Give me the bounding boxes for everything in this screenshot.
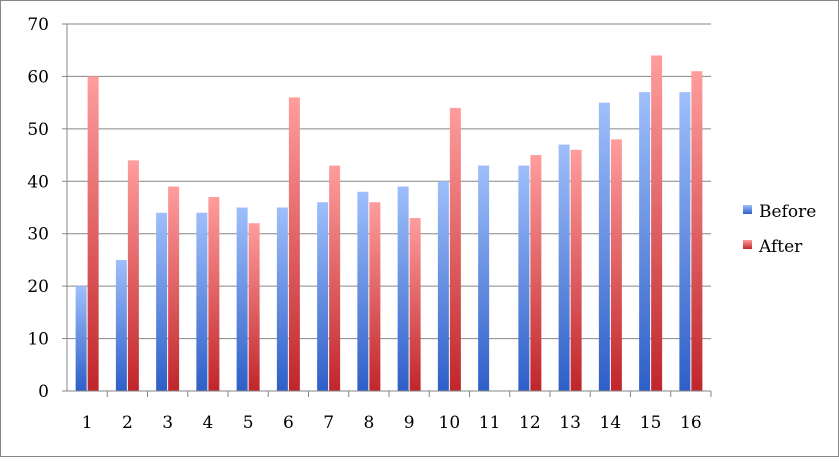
y-tick-label: 0 — [38, 382, 49, 402]
bar-before-15 — [639, 92, 651, 392]
x-tick-label: 2 — [122, 413, 133, 433]
legend-swatch-after — [743, 240, 752, 249]
bar-before-10 — [437, 181, 449, 391]
bar-before-11 — [478, 165, 490, 391]
bar-before-1 — [75, 286, 87, 391]
bar-after-12 — [530, 155, 542, 391]
bar-before-2 — [115, 259, 127, 391]
bar-before-7 — [317, 202, 329, 391]
x-tick-label: 10 — [439, 413, 461, 433]
y-tick-label: 50 — [27, 120, 49, 140]
bar-before-6 — [276, 207, 288, 391]
x-tick-label: 7 — [323, 413, 334, 433]
bar-after-2 — [127, 160, 139, 391]
x-tick-label: 14 — [600, 413, 622, 433]
x-tick-label: 3 — [162, 413, 173, 433]
y-tick-label: 70 — [27, 15, 49, 35]
y-tick-label: 60 — [27, 67, 49, 87]
x-tick-label: 15 — [640, 413, 662, 433]
legend-label-after: After — [758, 237, 803, 257]
x-tick-label: 4 — [202, 413, 213, 433]
y-tick-labels: 0 10 20 30 40 50 60 70 — [27, 15, 49, 402]
bar-after-10 — [449, 107, 461, 391]
x-tick-label: 1 — [82, 413, 93, 433]
bar-after-9 — [409, 217, 421, 391]
bar-after-5 — [248, 223, 260, 391]
bars — [75, 55, 703, 392]
bar-after-1 — [87, 76, 99, 391]
legend-label-before: Before — [759, 202, 816, 222]
bar-before-9 — [397, 186, 409, 391]
legend-swatch-before — [743, 205, 752, 214]
x-tick-label: 8 — [363, 413, 374, 433]
x-tick-label: 11 — [479, 413, 501, 433]
bar-before-8 — [357, 191, 369, 391]
x-tick-label: 5 — [243, 413, 254, 433]
x-tick-label: 13 — [559, 413, 581, 433]
bar-after-3 — [168, 186, 180, 391]
bar-after-6 — [288, 97, 300, 392]
x-tick-labels: 1 2 3 4 5 6 7 8 9 10 11 12 13 14 15 16 — [82, 413, 702, 433]
axes — [62, 23, 712, 397]
legend: Before After — [743, 202, 816, 257]
bar-before-14 — [598, 102, 610, 392]
x-tick-label: 12 — [519, 413, 541, 433]
x-tick-label: 16 — [680, 413, 702, 433]
y-tick-label: 30 — [27, 225, 49, 245]
bar-after-15 — [651, 55, 663, 391]
y-tick-label: 20 — [27, 277, 49, 297]
bar-after-16 — [691, 71, 703, 391]
x-tick-label: 6 — [283, 413, 294, 433]
bar-after-4 — [208, 197, 220, 391]
bar-before-3 — [156, 212, 168, 391]
y-tick-label: 10 — [27, 330, 49, 350]
bar-before-16 — [679, 92, 691, 392]
bar-before-5 — [236, 207, 248, 391]
bar-after-13 — [570, 149, 582, 391]
bar-before-12 — [518, 165, 530, 391]
bar-before-13 — [558, 144, 570, 391]
x-tick-label: 9 — [404, 413, 415, 433]
bar-after-14 — [610, 139, 622, 391]
bar-after-8 — [369, 202, 381, 391]
y-tick-label: 40 — [27, 172, 49, 192]
bar-after-7 — [329, 165, 341, 391]
bar-before-4 — [196, 212, 208, 391]
